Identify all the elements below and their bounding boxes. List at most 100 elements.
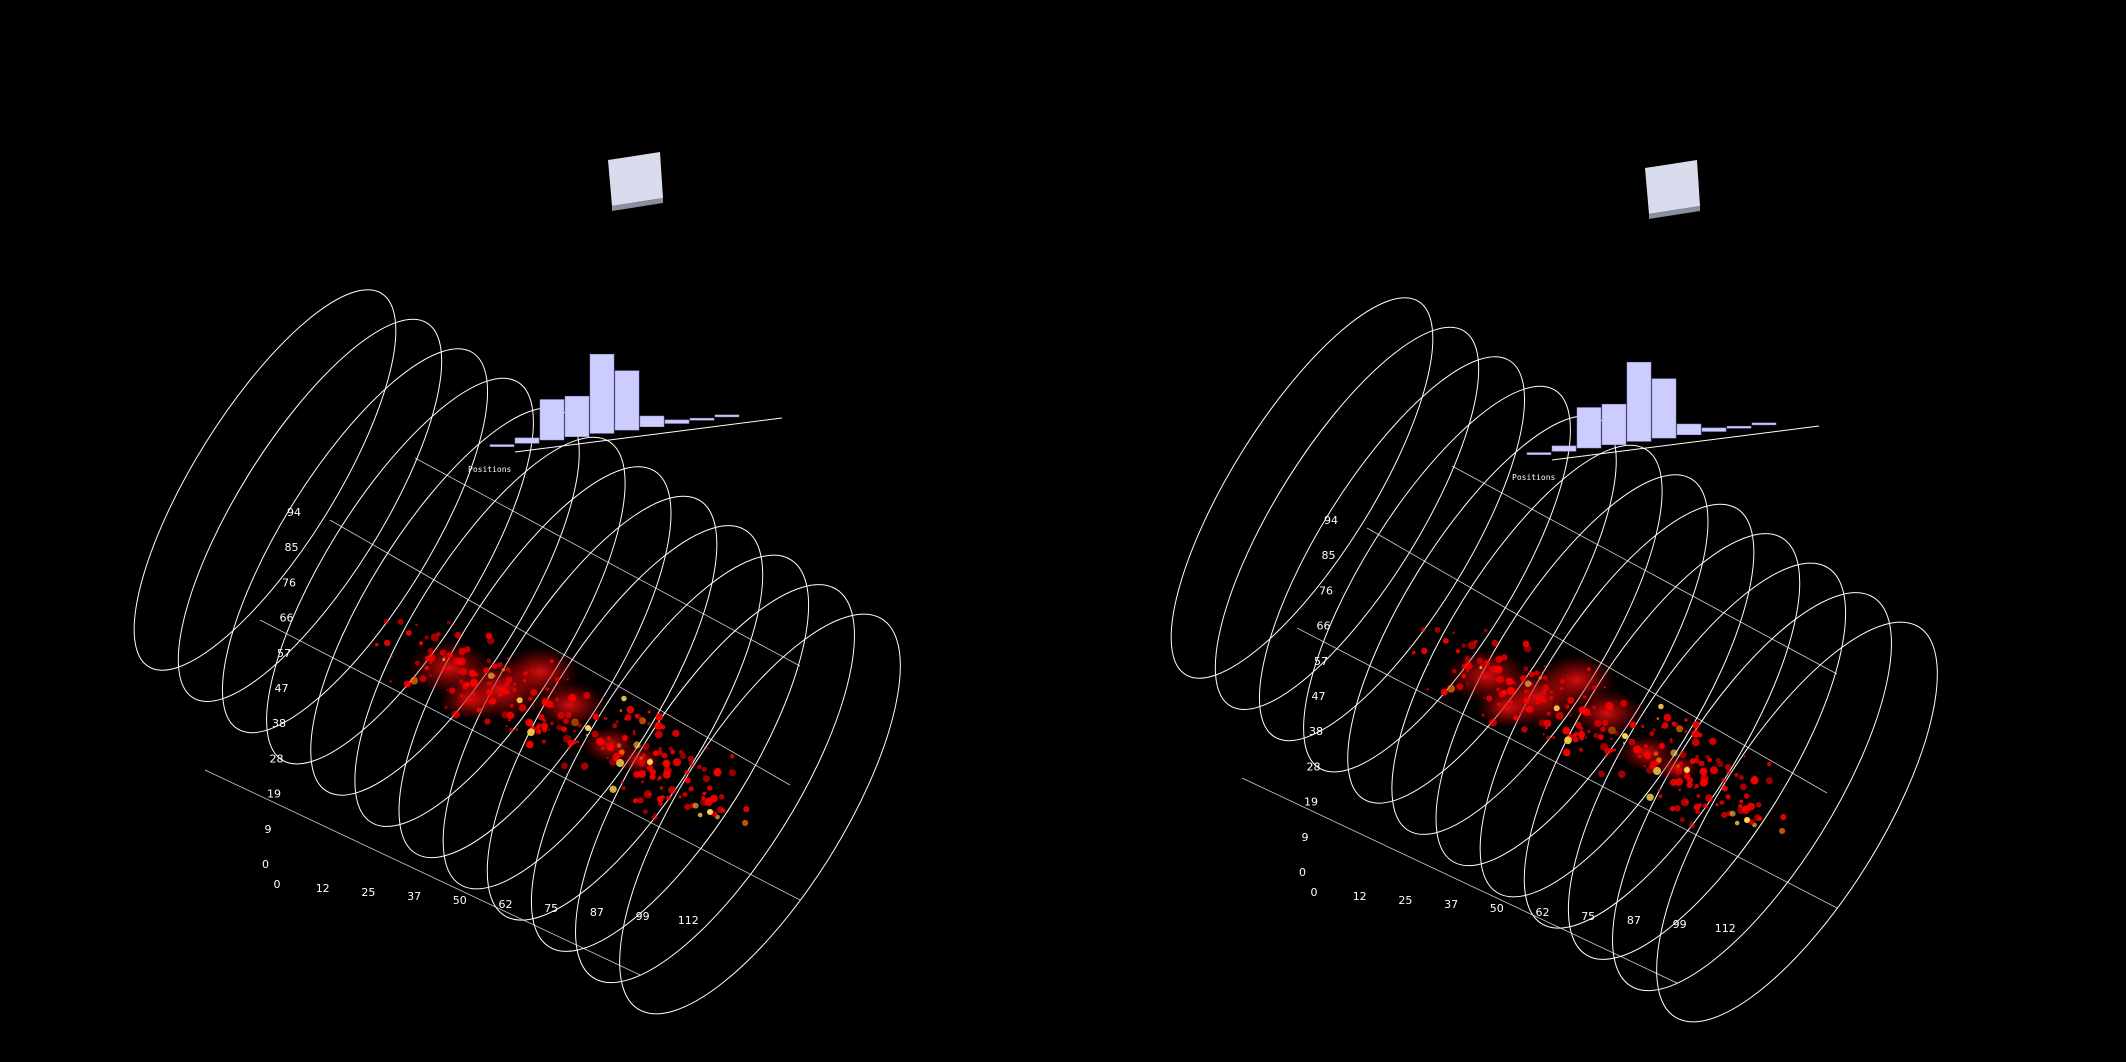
heat-point [1488, 718, 1498, 727]
heat-point [458, 647, 466, 656]
heat-point [1656, 717, 1660, 720]
heat-point [619, 749, 625, 755]
heat-point [1412, 650, 1416, 655]
heat-point [1501, 654, 1508, 661]
cylinder-ring [442, 495, 718, 890]
y-tick-label: 66 [1317, 620, 1331, 633]
y-tick-label: 57 [277, 647, 291, 660]
heat-point [506, 657, 509, 660]
heat-point [1579, 726, 1584, 731]
heat-point [600, 746, 605, 751]
heat-point [1542, 684, 1550, 692]
heat-point [1586, 667, 1591, 672]
cylinder-ring [486, 525, 764, 921]
heat-point [1545, 678, 1549, 682]
heat-point [1520, 675, 1527, 682]
cylinder-ring [1656, 621, 1938, 1023]
heat-point [1739, 799, 1744, 804]
heat-point [476, 707, 482, 713]
y-tick-label: 38 [272, 717, 286, 730]
heat-point [1421, 647, 1428, 655]
heat-point [1622, 741, 1626, 745]
heat-point [1644, 753, 1651, 760]
heat-point [1491, 639, 1499, 647]
heat-point [383, 618, 389, 625]
heat-point [1562, 748, 1571, 757]
heat-point [1684, 718, 1688, 722]
hot-spot [1684, 767, 1690, 773]
heat-point [620, 780, 624, 784]
heat-point [460, 668, 468, 676]
heat-point [469, 669, 474, 674]
heat-point [459, 679, 464, 684]
heat-point [509, 727, 514, 733]
heat-point [540, 722, 549, 730]
heat-point [1684, 729, 1688, 734]
heat-point [1673, 722, 1679, 728]
heat-point [1617, 770, 1626, 779]
heat-point [1652, 728, 1656, 732]
heat-point [665, 795, 672, 801]
heat-point [486, 689, 493, 696]
heat-point [567, 746, 571, 750]
heat-point [684, 803, 691, 811]
heat-point [1543, 719, 1552, 728]
axis-title: Positions [468, 465, 512, 474]
heat-point [622, 734, 628, 741]
heat-point [651, 814, 658, 821]
heat-point [1632, 745, 1641, 754]
heat-point [556, 724, 562, 731]
heat-point [1545, 726, 1548, 730]
histogram [489, 353, 783, 453]
heat-point [653, 812, 656, 816]
heat-point [638, 760, 646, 767]
heat-point [1738, 803, 1743, 808]
cylinder-ring [1347, 415, 1617, 804]
heat-point [415, 623, 418, 627]
y-tick-label: 94 [1324, 514, 1338, 527]
heat-point [692, 802, 699, 809]
heat-point [1748, 819, 1755, 825]
heat-point [1725, 794, 1731, 800]
x-tick-label: 99 [1673, 918, 1687, 931]
heat-point [1743, 755, 1746, 758]
hot-spot [647, 759, 653, 765]
heat-point [701, 795, 706, 800]
histogram [1526, 361, 1820, 461]
heat-point [1616, 753, 1619, 756]
heat-point [1523, 697, 1530, 704]
heat-point [1695, 809, 1701, 815]
heat-point [1724, 763, 1732, 771]
x-tick-label: 25 [1398, 894, 1412, 907]
heat-point [1420, 626, 1426, 633]
heat-point [1691, 738, 1700, 747]
heat-point [424, 635, 429, 640]
heat-point [1542, 698, 1547, 703]
histogram-bar [589, 353, 615, 434]
heat-point [1643, 765, 1646, 768]
heat-point [1726, 770, 1731, 775]
heat-point [657, 775, 662, 781]
histogram-bar [639, 415, 665, 428]
heat-point [1578, 706, 1587, 715]
heat-point [444, 705, 448, 709]
heat-point [550, 721, 554, 726]
heat-point [389, 680, 392, 683]
heat-point [391, 655, 394, 658]
x-tick-label: 50 [453, 894, 467, 907]
heat-point [1641, 724, 1645, 729]
y-tick-label: 76 [282, 576, 296, 589]
heat-point [1447, 684, 1456, 693]
cylinder-ring [1479, 503, 1755, 898]
x-tick-labels: 0 12 25 37 50 62 75 87 99 112 [1311, 886, 1736, 935]
heat-point [1524, 707, 1530, 712]
heat-point [1525, 689, 1530, 694]
axis-line [1241, 777, 1678, 984]
heat-point [505, 725, 508, 728]
heat-point [527, 728, 535, 737]
heat-point [509, 703, 514, 708]
y-tick-label: 0 [1299, 866, 1306, 879]
heat-point [571, 718, 579, 727]
heat-point [1688, 822, 1695, 829]
heat-point [1572, 736, 1579, 743]
